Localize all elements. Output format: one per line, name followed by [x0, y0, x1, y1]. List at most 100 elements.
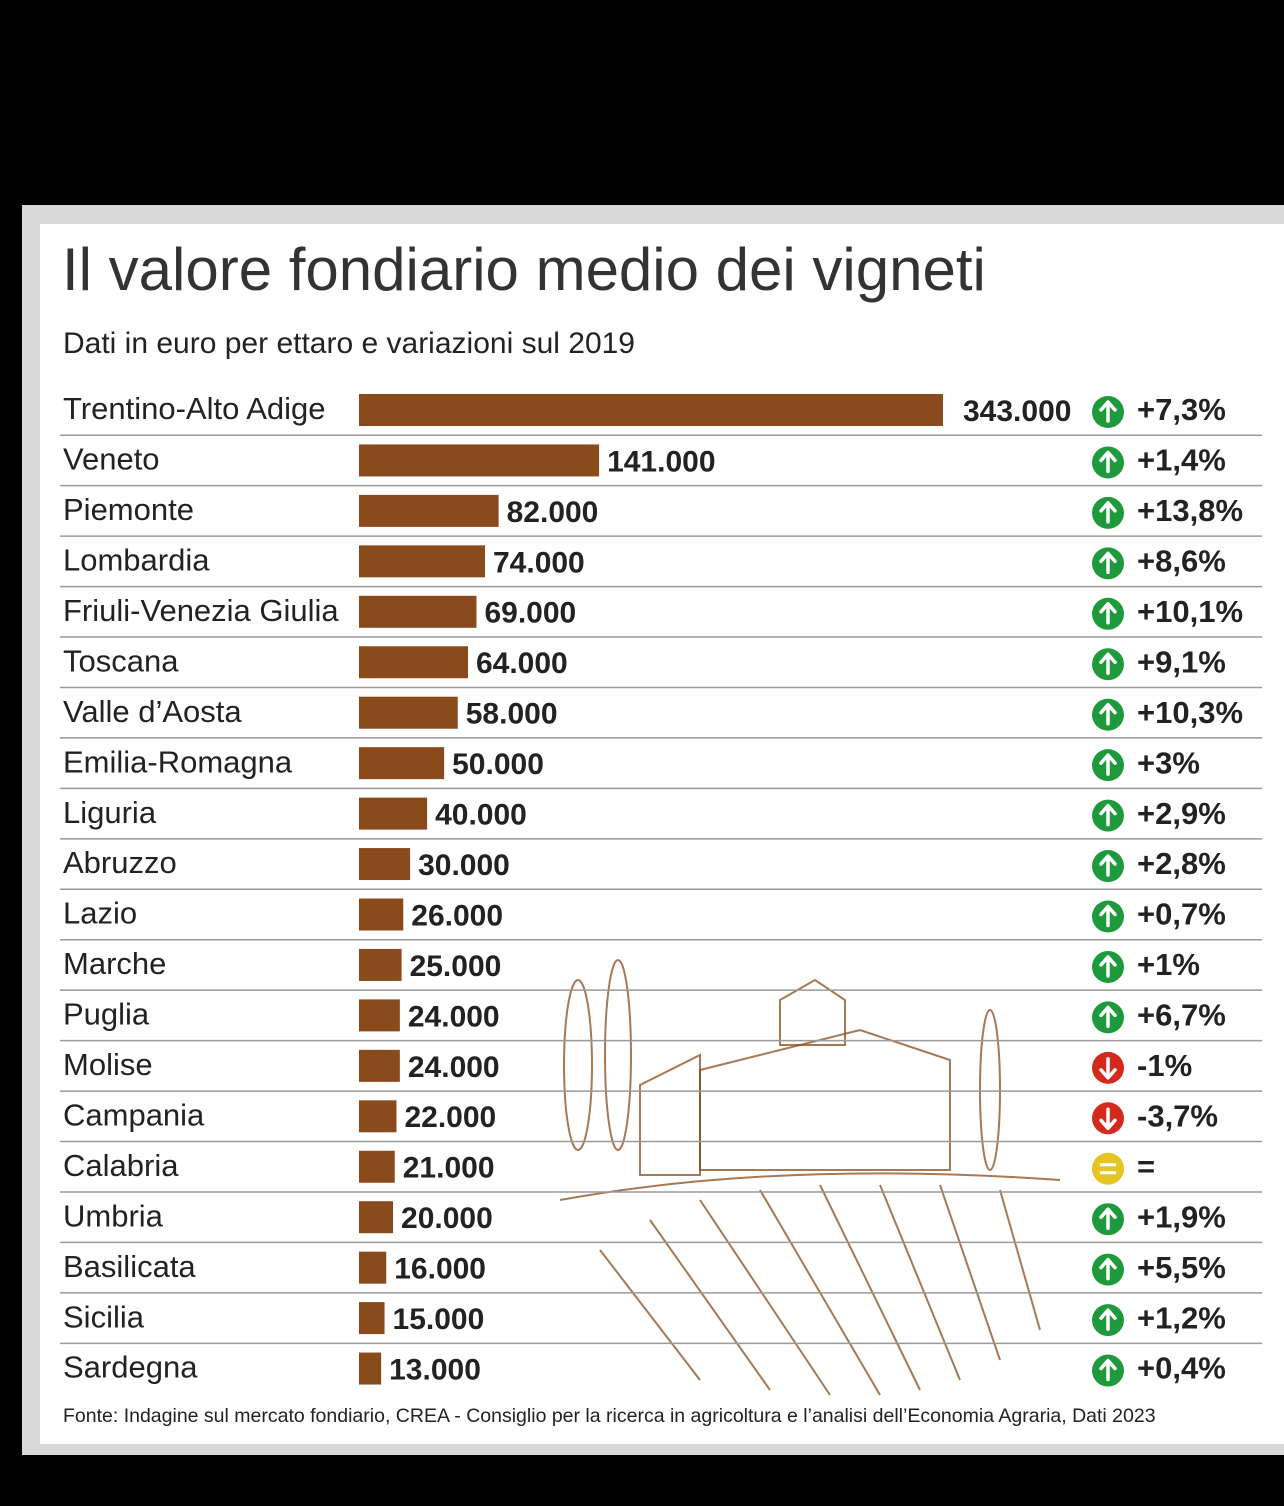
change-icon [1092, 900, 1124, 933]
change-label: -1% [1137, 1048, 1192, 1083]
bar [359, 898, 404, 931]
cypress [604, 959, 632, 1151]
change-icon [1092, 950, 1124, 983]
change-label: +3% [1137, 745, 1200, 780]
arrow [1099, 501, 1117, 524]
arrow [1099, 702, 1117, 726]
change-label: +2,8% [1137, 846, 1226, 881]
chart-title: Il valore fondiario medio dei vigneti [62, 236, 986, 303]
category-label: Umbria [63, 1198, 164, 1233]
change-icon [1092, 799, 1124, 832]
category-label: Valle d’Aosta [63, 694, 242, 729]
category-label: Abruzzo [63, 845, 177, 880]
change-label: +10,3% [1137, 695, 1243, 730]
bar [359, 1251, 387, 1284]
change-label: +1% [1137, 947, 1200, 982]
category-label: Toscana [63, 643, 179, 678]
change-icon [1092, 1203, 1124, 1236]
change-label: +0,4% [1137, 1351, 1226, 1386]
arrow [1099, 1057, 1117, 1080]
value-label: 22.000 [404, 1101, 496, 1134]
change-label: +10,1% [1137, 594, 1243, 629]
change-icon [1092, 1102, 1124, 1135]
change-label: +5,5% [1137, 1250, 1226, 1285]
bar [359, 444, 600, 477]
arrow [1099, 602, 1117, 625]
category-label: Basilicata [63, 1249, 196, 1284]
change-icon [1092, 597, 1124, 630]
arrow [1099, 1358, 1117, 1382]
category-label: Emilia-Romagna [63, 744, 293, 779]
arrow [1099, 652, 1117, 675]
bar [359, 595, 477, 628]
value-label: 64.000 [476, 647, 568, 680]
change-icon [1092, 1253, 1124, 1286]
arrow [1099, 1257, 1117, 1281]
panel [40, 224, 1284, 1444]
value-label: 50.000 [452, 748, 544, 781]
chart-subtitle: Dati in euro per ettaro e variazioni sul… [63, 327, 635, 360]
category-label: Veneto [63, 442, 160, 477]
change-label: +2,9% [1137, 796, 1226, 831]
value-label: 69.000 [484, 597, 576, 630]
source-note: Fonte: Indagine sul mercato fondiario, C… [63, 1405, 1156, 1427]
bar [359, 999, 400, 1032]
arrow [1099, 1207, 1117, 1230]
change-icon-circle [1092, 1152, 1124, 1185]
arrow [1099, 400, 1117, 423]
bar [359, 646, 468, 679]
value-label: 24.000 [408, 1000, 500, 1033]
value-label: 26.000 [411, 899, 503, 932]
change-icon [1092, 850, 1124, 883]
change-icon [1092, 496, 1124, 529]
arrow [1099, 955, 1117, 978]
change-icon [1092, 547, 1124, 580]
arrow [1099, 1005, 1117, 1029]
change-label: = [1137, 1149, 1155, 1184]
bar [359, 494, 499, 527]
value-label: 20.000 [401, 1202, 493, 1235]
bar [359, 1049, 400, 1082]
change-label: +0,7% [1137, 897, 1226, 932]
value-label: 141.000 [607, 445, 715, 478]
category-label: Piemonte [63, 492, 194, 527]
value-label: 13.000 [389, 1353, 481, 1386]
bar [359, 1201, 394, 1234]
change-icon [1092, 1152, 1124, 1185]
value-label: 58.000 [466, 698, 558, 731]
value-label: 74.000 [493, 546, 585, 579]
change-icon [1092, 749, 1124, 782]
bar [359, 1352, 382, 1385]
category-label: Sicilia [63, 1299, 145, 1334]
bar [359, 394, 943, 426]
bar [359, 1150, 395, 1183]
value-label: 15.000 [393, 1303, 485, 1336]
category-label: Calabria [63, 1148, 179, 1183]
change-icon [1092, 698, 1124, 731]
value-label: 16.000 [394, 1253, 486, 1286]
category-label: Trentino-Alto Adige [63, 391, 326, 426]
bar [359, 1302, 385, 1335]
category-label: Lombardia [63, 543, 210, 578]
category-label: Molise [63, 1047, 153, 1082]
value-label: 21.000 [403, 1152, 495, 1185]
change-label: +8,6% [1137, 544, 1226, 579]
category-label: Liguria [63, 795, 157, 830]
change-label: +13,8% [1137, 493, 1243, 528]
arrow [1099, 1308, 1117, 1331]
house [699, 1028, 951, 1171]
change-icon [1092, 1051, 1124, 1084]
change-icon [1092, 396, 1124, 428]
bar [359, 848, 411, 881]
house [639, 1053, 701, 1176]
change-icon [1092, 1001, 1124, 1034]
value-label: 82.000 [507, 496, 599, 529]
arrow [1099, 904, 1117, 928]
bar [359, 1100, 397, 1133]
change-label: +7,3% [1137, 392, 1226, 427]
arrow [1099, 551, 1117, 575]
arrow [1099, 753, 1117, 776]
equal-sign [1100, 1163, 1116, 1175]
